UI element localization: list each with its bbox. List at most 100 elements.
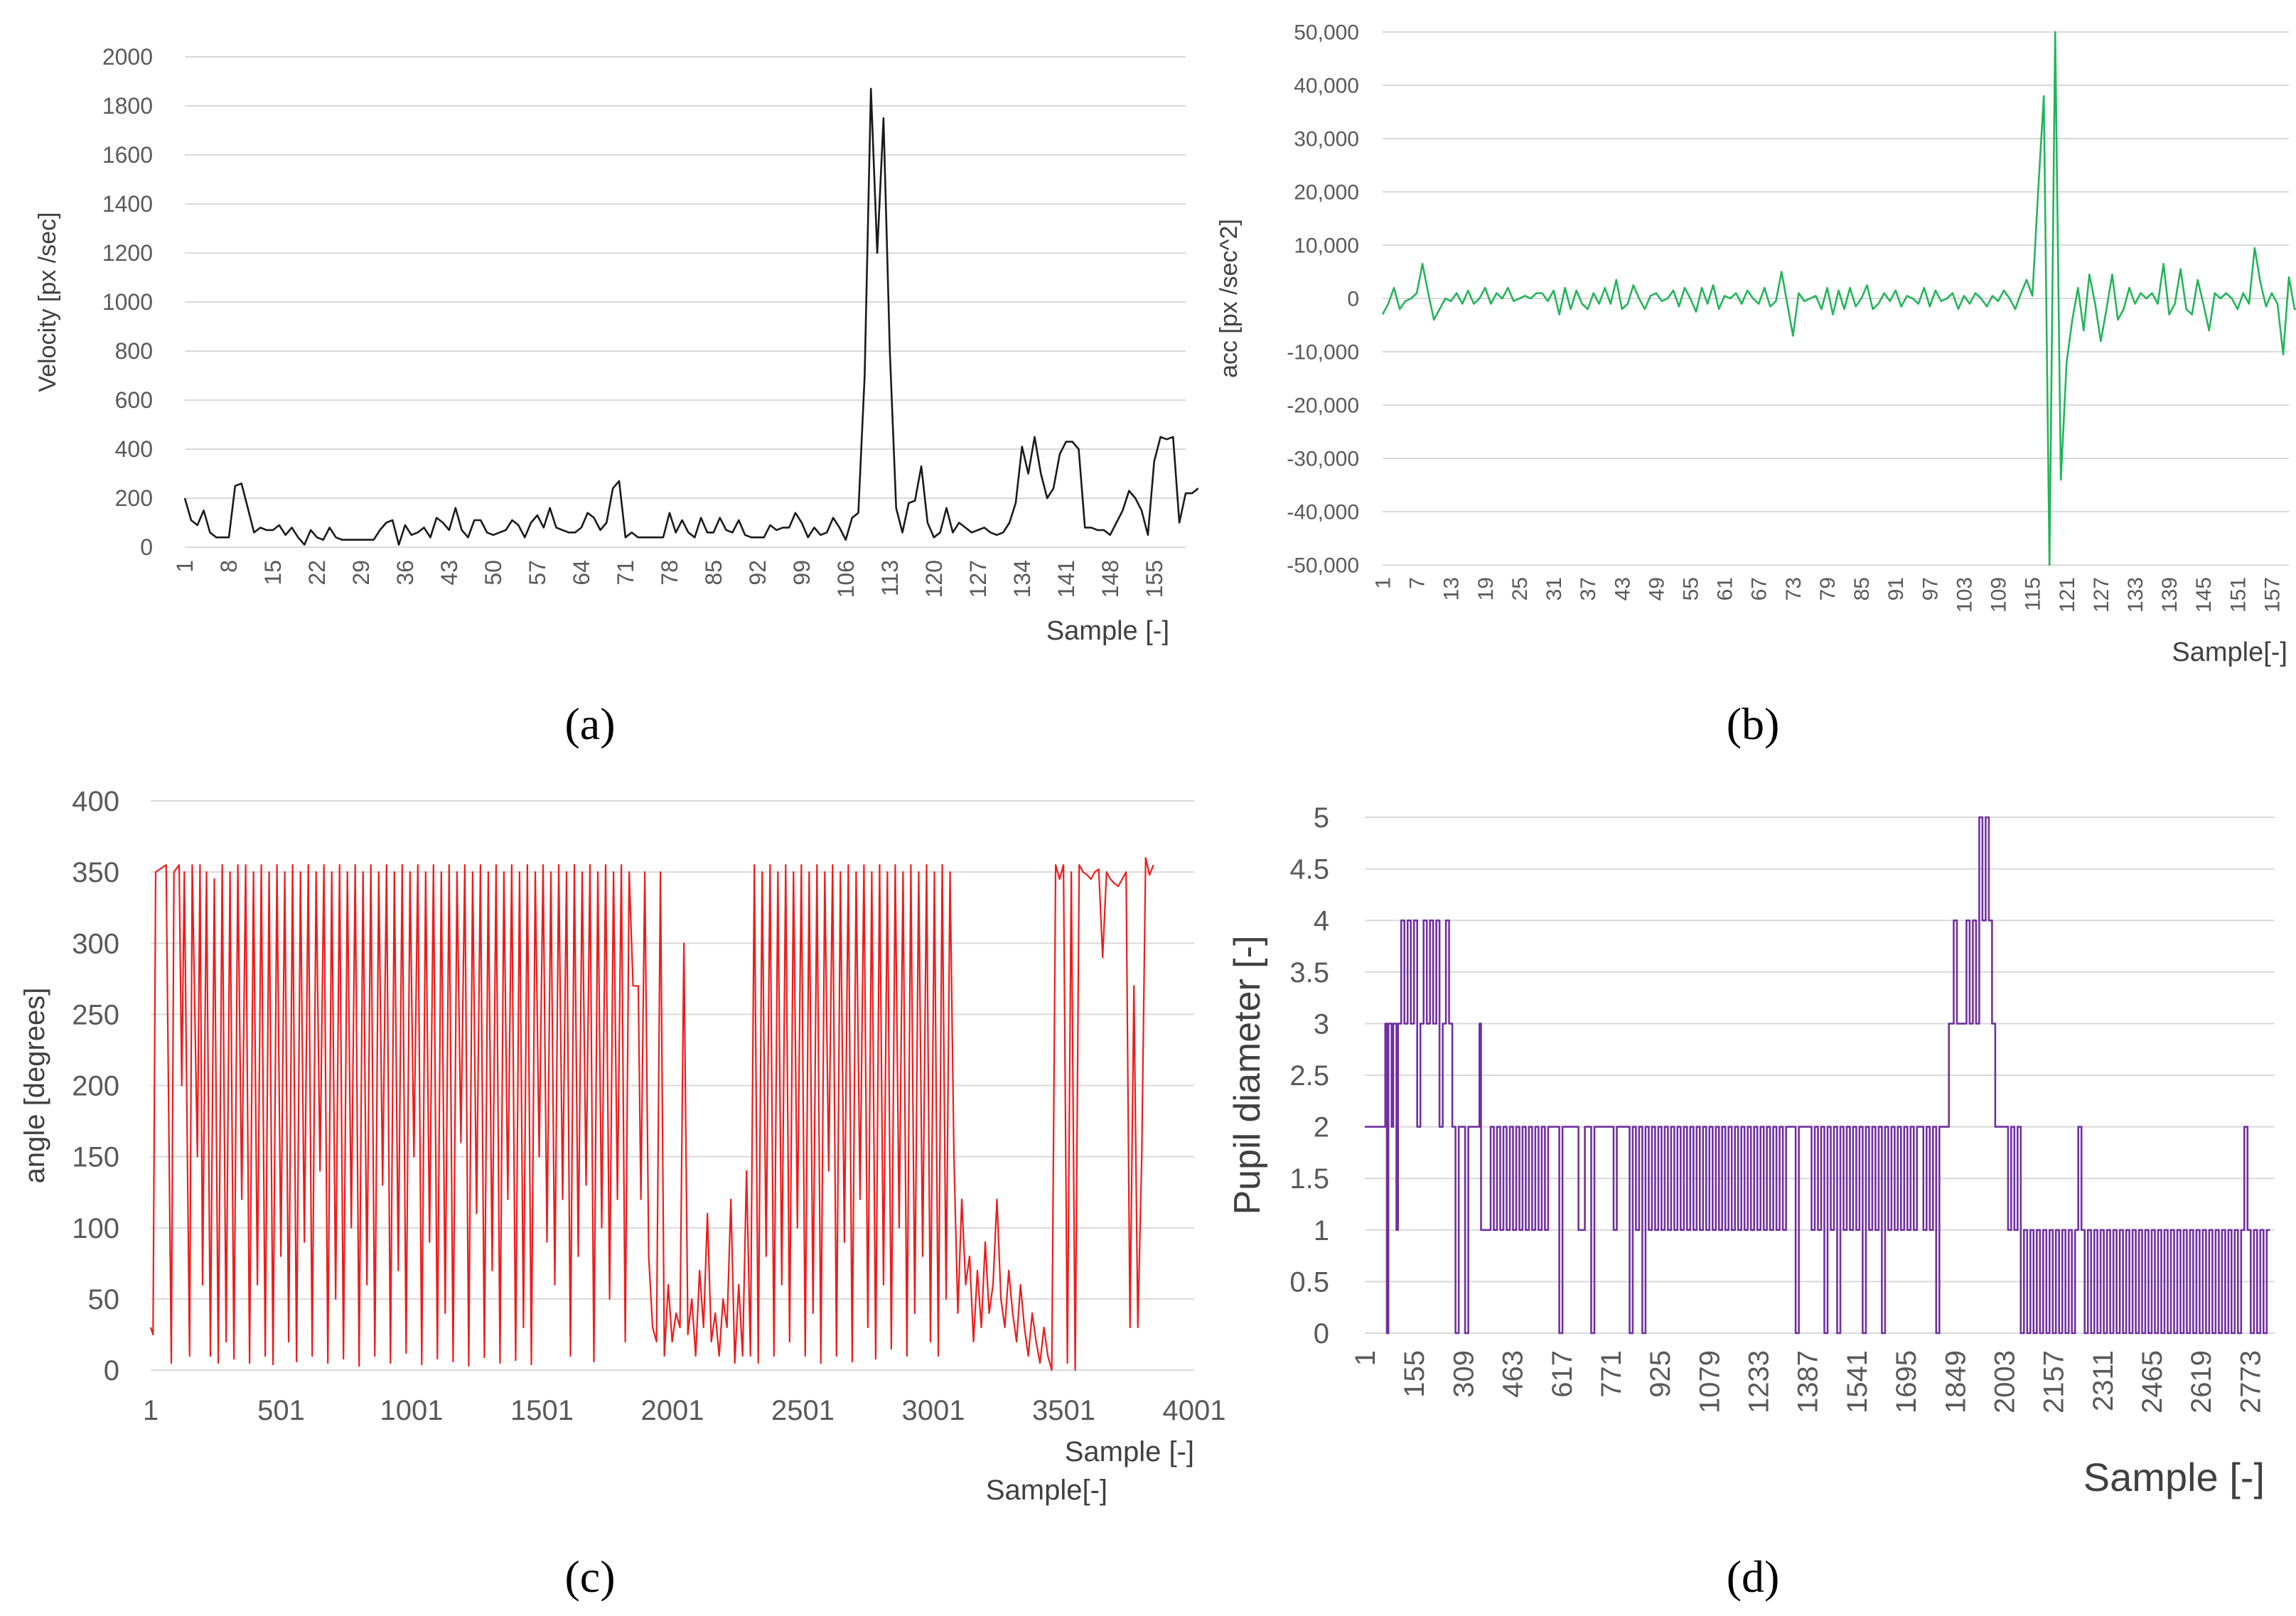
x-tick-label: 55 [1680,577,1703,600]
panel-label: (b) [1727,699,1780,749]
x-tick-label: 121 [2056,577,2079,613]
y-axis-label: acc [px /sec^2] [1216,219,1243,378]
chart-b: -50,000 -40,000 -30,000 -20,000 -10,000 0 10,0… [1216,21,2296,749]
x-tick-label: 2003 [1989,1350,2020,1413]
x-tick-label: 2501 [771,1395,835,1426]
y-tick-label: 5 [1314,802,1329,834]
y-tick-label: 2 [1314,1112,1329,1143]
x-tick-label: 1 [143,1395,159,1426]
x-tick-label: 7 [1406,577,1429,589]
x-tick-label: 1 [1372,577,1395,589]
y-tick-label: 200 [115,485,153,511]
y-tick-label: 350 [72,857,119,888]
x-tick-label: 64 [569,560,594,586]
x-tick-label: 73 [1782,577,1806,600]
x-tick-label: 8 [216,560,242,573]
x-tick-label: 771 [1596,1350,1627,1398]
y-tick-label: 10,000 [1294,235,1359,258]
y-tick-label: 0 [1314,1318,1329,1350]
y-tick-label: -30,000 [1287,448,1359,471]
chart-d: 0 0.5 1 1.5 2 2.5 3 3.5 4 4.5 5 1 155 309 463 617 771 925… [1227,802,2275,1602]
y-tick-label: 0 [104,1355,119,1386]
panel-label: (c) [564,1551,615,1602]
x-tick-label: 141 [1053,560,1079,598]
x-axis-label: Sample [-] [1065,1436,1194,1467]
x-tick-label: 31 [1543,577,1566,600]
y-tick-label: 400 [115,436,153,462]
x-tick-label: 43 [436,560,462,586]
x-tick-label: 501 [257,1395,305,1426]
y-tick-label: 250 [72,999,119,1030]
x-tick-label: 1387 [1793,1350,1824,1413]
x-tick-label: 71 [613,560,638,586]
x-tick-label: 1501 [510,1395,574,1426]
y-tick-label: 1600 [102,142,153,168]
x-tick-label: 2465 [2137,1350,2168,1413]
x-tick-label: 145 [2192,577,2216,613]
y-tick-label: 1 [1314,1215,1329,1246]
y-tick-label: 3.5 [1289,957,1329,989]
y-tick-label: 400 [72,786,119,817]
x-tick-label: 115 [2022,577,2045,611]
y-axis-label: Pupil diameter [-] [1227,935,1268,1214]
x-tick-label: 1541 [1842,1350,1873,1413]
x-tick-label: 1849 [1940,1350,1971,1413]
x-tick-label: 1 [172,560,198,573]
x-axis-label-secondary: Sample[-] [986,1475,1107,1506]
y-tick-label: 50,000 [1294,21,1359,45]
x-tick-label: 120 [921,560,947,598]
x-tick-label: 1233 [1744,1350,1775,1413]
x-tick-label: 57 [525,560,550,586]
y-tick-label: 1400 [102,191,153,217]
x-tick-label: 49 [1645,577,1668,600]
x-tick-label: 4001 [1163,1395,1226,1426]
series-line-d-0 [1365,816,2270,1335]
x-tick-label: 29 [348,560,374,586]
x-tick-label: 61 [1714,577,1737,600]
y-tick-label: 1800 [102,93,153,119]
x-tick-label: 2773 [2235,1350,2266,1413]
y-tick-label: 100 [72,1213,119,1244]
y-tick-label: 20,000 [1294,181,1359,205]
x-tick-label: 148 [1098,560,1123,598]
x-tick-label: 85 [701,560,726,586]
y-tick-label: 200 [72,1071,119,1102]
x-tick-label: 1079 [1694,1350,1725,1413]
y-tick-label: -40,000 [1287,501,1359,524]
y-tick-label: -20,000 [1287,394,1359,418]
x-tick-label: 36 [392,560,418,586]
series-line-b-0 [1381,31,2296,566]
x-tick-label: 155 [1399,1350,1430,1398]
y-tick-label: 1000 [102,289,153,315]
x-axis-label: Sample [-] [1046,616,1169,646]
x-tick-label: 109 [1987,577,2011,613]
x-tick-label: 1001 [380,1395,444,1426]
x-tick-label: 99 [789,560,815,586]
x-tick-label: 3501 [1032,1395,1095,1426]
x-tick-label: 1 [1350,1350,1381,1366]
x-tick-label: 19 [1474,577,1498,600]
x-tick-label: 43 [1611,577,1634,600]
series-line-c-0 [149,857,1154,1372]
x-tick-label: 1695 [1891,1350,1922,1413]
y-axis-label: Velocity [px /sec] [34,212,61,392]
x-tick-label: 617 [1547,1350,1578,1398]
y-tick-label: 0.5 [1289,1266,1329,1298]
y-tick-label: -10,000 [1287,341,1359,365]
x-tick-label: 2157 [2039,1350,2070,1413]
y-tick-label: 0 [140,534,153,560]
x-tick-label: 37 [1577,577,1600,600]
x-tick-label: 2311 [2088,1350,2119,1411]
series-line-a-0 [183,87,1199,546]
y-tick-label: 50 [88,1284,120,1315]
x-tick-label: 139 [2158,577,2182,613]
y-tick-label: 2.5 [1289,1060,1329,1092]
x-tick-label: 157 [2260,577,2284,613]
panel-label: (a) [564,699,615,749]
x-axis-label: Sample [-] [2083,1455,2265,1499]
x-tick-label: 92 [745,560,771,586]
x-tick-label: 25 [1508,577,1532,600]
x-tick-label: 3001 [902,1395,965,1426]
